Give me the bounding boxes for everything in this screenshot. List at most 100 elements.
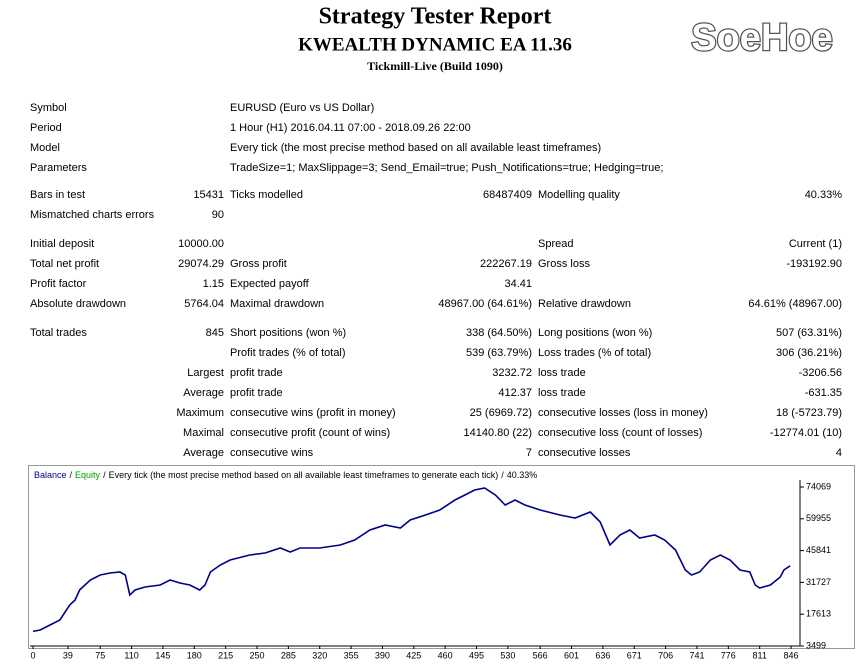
stat-label: Maximal drawdown [230, 298, 324, 310]
stat-value: 29074.29 [178, 258, 224, 270]
x-tick-label: 846 [784, 650, 799, 660]
stat-value: 40.33% [805, 189, 843, 201]
x-tick-label: 110 [124, 650, 138, 660]
x-tick-label: 75 [95, 650, 105, 660]
stat-value: 7 [526, 447, 532, 459]
stat-value: 5764.04 [184, 298, 224, 310]
stat-label: Bars in test [30, 189, 85, 201]
stat-value: -631.35 [805, 387, 842, 399]
y-tick-label: 3499 [806, 640, 826, 650]
x-tick-label: 706 [658, 650, 673, 660]
x-tick-label: 180 [187, 650, 202, 660]
stat-label: Profit trades (% of total) [230, 347, 346, 359]
stat-label: consecutive losses [538, 447, 631, 459]
info-value: Every tick (the most precise method base… [230, 142, 601, 154]
stat-value: Maximum [176, 407, 224, 419]
y-tick-label: 17613 [806, 609, 831, 619]
y-tick-label: 45841 [806, 545, 831, 555]
stat-value: 4 [836, 447, 842, 459]
stat-value: 338 (64.50%) [466, 327, 532, 339]
x-tick-label: 636 [595, 650, 610, 660]
stat-label: Expected payoff [230, 278, 310, 290]
stat-label: Ticks modelled [230, 189, 303, 201]
info-value: EURUSD (Euro vs US Dollar) [230, 102, 374, 114]
stat-value: 34.41 [504, 278, 532, 290]
x-tick-label: 495 [469, 650, 484, 660]
stat-value: 25 (6969.72) [470, 407, 532, 419]
legend-balance: Balance [34, 470, 67, 480]
stat-value: 539 (63.79%) [466, 347, 532, 359]
chart-frame [28, 465, 855, 649]
stat-label: Spread [538, 238, 573, 250]
x-tick-label: 0 [30, 650, 35, 660]
stat-value: 48967.00 (64.61%) [438, 298, 532, 310]
x-tick-label: 425 [406, 650, 421, 660]
stat-label: profit trade [230, 387, 283, 399]
legend-quality: 40.33% [507, 470, 538, 480]
stat-value: 3232.72 [492, 367, 532, 379]
x-tick-label: 671 [627, 650, 642, 660]
x-tick-label: 145 [155, 650, 170, 660]
stat-value: Current (1) [789, 238, 842, 250]
y-tick-label: 59955 [806, 513, 831, 523]
y-tick-label: 31727 [806, 577, 831, 587]
stat-label: Loss trades (% of total) [538, 347, 651, 359]
stat-value: 10000.00 [178, 238, 224, 250]
stat-label: consecutive losses (loss in money) [538, 407, 708, 419]
x-tick-label: 355 [344, 650, 359, 660]
stat-label: consecutive profit (count of wins) [230, 427, 390, 439]
stat-label: Modelling quality [538, 189, 620, 201]
legend-separator: / [103, 470, 106, 480]
stat-label: Absolute drawdown [30, 298, 126, 310]
stat-value: 222267.19 [480, 258, 532, 270]
stat-label: Long positions (won %) [538, 327, 652, 339]
stat-value: 507 (63.31%) [776, 327, 842, 339]
x-tick-label: 390 [375, 650, 390, 660]
stat-label: Gross profit [230, 258, 287, 270]
legend-separator: / [501, 470, 504, 480]
balance-line [32, 487, 791, 633]
info-value: 1 Hour (H1) 2016.04.11 07:00 - 2018.09.2… [230, 122, 471, 134]
legend-separator: / [70, 470, 73, 480]
chart-legend: Balance / Equity / Every tick (the most prec… [34, 470, 537, 480]
stat-value: 64.61% (48967.00) [748, 298, 842, 310]
stat-label: loss trade [538, 367, 586, 379]
x-tick-label: 250 [249, 650, 264, 660]
stat-value: -12774.01 (10) [770, 427, 842, 439]
x-tick-label: 215 [218, 650, 233, 660]
stat-label: consecutive wins (profit in money) [230, 407, 396, 419]
stat-value: 90 [212, 209, 224, 221]
stat-value: 412.37 [498, 387, 532, 399]
info-label: Period [30, 122, 62, 134]
info-label: Symbol [30, 102, 67, 114]
x-tick-label: 601 [564, 650, 579, 660]
stat-value: 18 (-5723.79) [776, 407, 842, 419]
stat-label: Mismatched charts errors [30, 209, 155, 221]
stat-label: profit trade [230, 367, 283, 379]
x-tick-label: 530 [500, 650, 515, 660]
x-tick-label: 460 [438, 650, 453, 660]
info-value: TradeSize=1; MaxSlippage=3; Send_Email=t… [230, 162, 663, 174]
stat-value: 1.15 [203, 278, 224, 290]
stat-value: Largest [187, 367, 224, 379]
x-tick-label: 566 [533, 650, 548, 660]
legend-model: Every tick (the most precise method base… [109, 470, 499, 480]
legend-equity: Equity [75, 470, 101, 480]
stat-value: 15431 [193, 189, 224, 201]
stat-value: 845 [206, 327, 224, 339]
server-build: Tickmill-Live (Build 1090) [367, 59, 503, 73]
stat-value: Average [183, 387, 224, 399]
x-tick-label: 285 [281, 650, 296, 660]
stat-value: 68487409 [483, 189, 532, 201]
stat-label: Gross loss [538, 258, 590, 270]
stat-value: -3206.56 [799, 367, 842, 379]
stat-value: -193192.90 [786, 258, 842, 270]
stat-label: consecutive wins [230, 447, 314, 459]
x-tick-label: 811 [752, 650, 766, 660]
stat-label: Profit factor [30, 278, 87, 290]
y-tick-label: 74069 [806, 481, 831, 491]
stat-label: Initial deposit [30, 238, 94, 250]
expert-name: KWEALTH DYNAMIC EA 11.36 [298, 34, 572, 55]
stat-label: Total trades [30, 327, 87, 339]
